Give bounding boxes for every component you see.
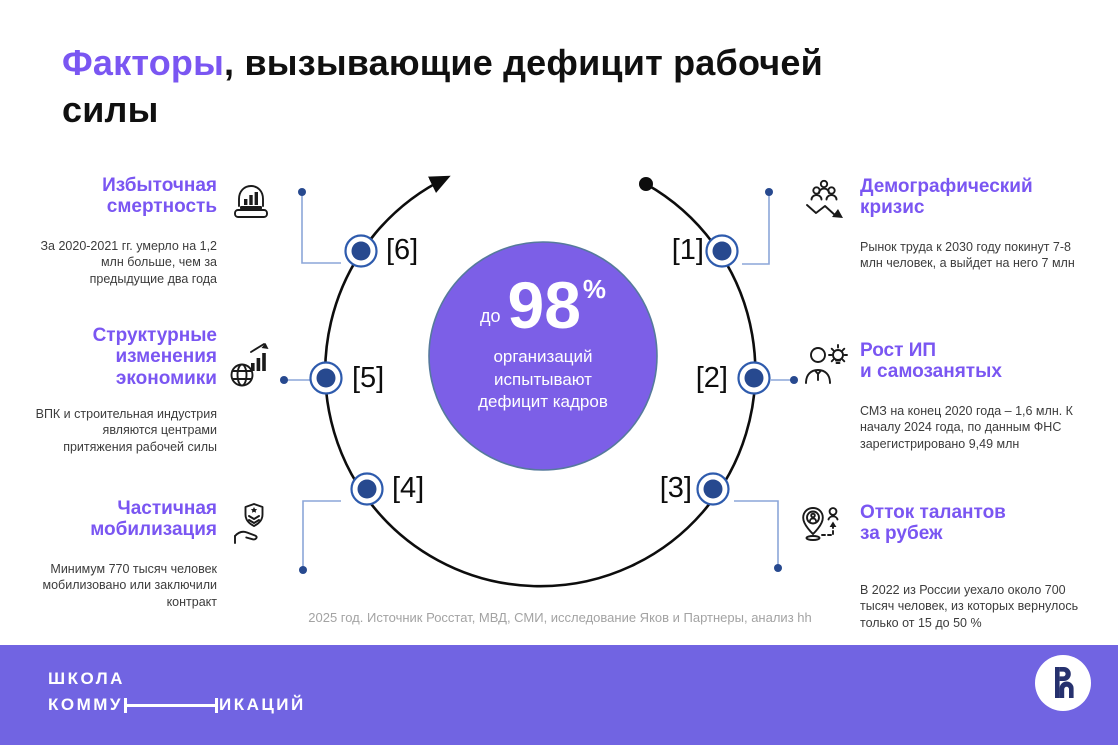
cycle-nodes: [309, 234, 771, 506]
factor-item-3: Отток талантов за рубеж В 2022 из России…: [800, 502, 1084, 631]
center-circle: [428, 241, 658, 471]
connector-1: [742, 192, 770, 265]
connector-3: [734, 500, 779, 566]
node-2: [737, 361, 771, 395]
dome-chart-icon: [227, 177, 275, 225]
factor-title: Структурные изменения экономики: [92, 325, 217, 389]
node-4: [350, 472, 384, 506]
factor-description: За 2020-2021 гг. умерло на 1,2 млн больш…: [40, 239, 217, 286]
school-logo-line2-right: ИКАЦИЙ: [219, 695, 306, 715]
center-value: 98: [507, 268, 581, 342]
source-note: 2025 год. Источник Росстат, МВД, СМИ, ис…: [308, 610, 812, 625]
node-number-3: [3]: [659, 472, 692, 504]
school-logo-text: ШКОЛА КОММУ ИКАЦИЙ: [48, 666, 306, 719]
center-prefix: до: [479, 306, 501, 326]
arc-start-dot: [639, 177, 653, 191]
center-statistic: до 98 % организаций испытывают дефицит к…: [443, 272, 643, 414]
node-5: [309, 361, 343, 395]
page-title-highlight: Факторы: [62, 42, 225, 83]
factor-title: Демографический кризис: [860, 176, 1033, 219]
globe-growth-icon: [227, 341, 275, 389]
center-unit: %: [582, 274, 607, 304]
factor-title: Частичная мобилизация: [90, 498, 217, 541]
cycle-arc: [324, 175, 757, 588]
node-number-2: [2]: [695, 362, 728, 394]
node-6: [344, 234, 378, 268]
factor-description: В 2022 из России уехало около 700 тысяч …: [860, 583, 1079, 630]
people-decline-icon: [800, 178, 848, 226]
center-caption: организаций испытывают дефицит кадров: [478, 347, 608, 412]
factor-title: Избыточная смертность: [102, 175, 217, 218]
school-logo-line1: ШКОЛА: [48, 669, 125, 688]
connector-dots: [280, 188, 798, 574]
footer-band: ШКОЛА КОММУ ИКАЦИЙ: [0, 645, 1118, 745]
factor-item-2: Рост ИП и самозанятых СМЗ на конец 2020 …: [800, 340, 1084, 452]
connector-6: [301, 192, 341, 264]
factor-description: Рынок труда к 2030 году покинут 7-8 млн …: [860, 240, 1075, 271]
connector-lines: [284, 192, 792, 568]
node-number-5: [5]: [352, 362, 385, 394]
factor-description: ВПК и строительная индустрия являются це…: [35, 407, 217, 454]
connector-4: [302, 500, 341, 568]
stretched-n-glyph: [124, 698, 218, 714]
node-number-1: [1]: [671, 234, 704, 266]
node-3: [696, 472, 730, 506]
factor-item-4: Частичная мобилизация Минимум 770 тысяч …: [30, 498, 275, 610]
school-logo-line2-left: КОММУ: [48, 695, 123, 715]
school-logo-line2: КОММУ ИКАЦИЙ: [48, 692, 306, 718]
node-1: [705, 234, 739, 268]
page-title-rest: , вызывающие дефицит рабочей силы: [62, 42, 823, 130]
hse-logo: [1034, 654, 1092, 712]
page-title: Факторы, вызывающие дефицит рабочей силы: [62, 40, 982, 134]
factor-title: Рост ИП и самозанятых: [860, 340, 1002, 383]
node-number-4: [4]: [392, 472, 425, 504]
hand-badge-icon: [227, 500, 275, 548]
node-number-6: [6]: [386, 234, 419, 266]
factor-item-1: Демографический кризис Рынок труда к 203…: [800, 176, 1084, 272]
factor-title: Отток талантов за рубеж: [860, 502, 1006, 545]
entrepreneur-bulb-icon: [800, 342, 848, 390]
factor-item-5: Структурные изменения экономики ВПК и ст…: [30, 325, 275, 455]
factor-item-6: Избыточная смертность За 2020-2021 гг. у…: [30, 175, 275, 287]
talent-outflow-pin-icon: [800, 504, 848, 552]
factor-description: Минимум 770 тысяч человек мобилизовано и…: [42, 562, 217, 609]
factor-description: СМЗ на конец 2020 года – 1,6 млн. К нача…: [860, 404, 1073, 451]
